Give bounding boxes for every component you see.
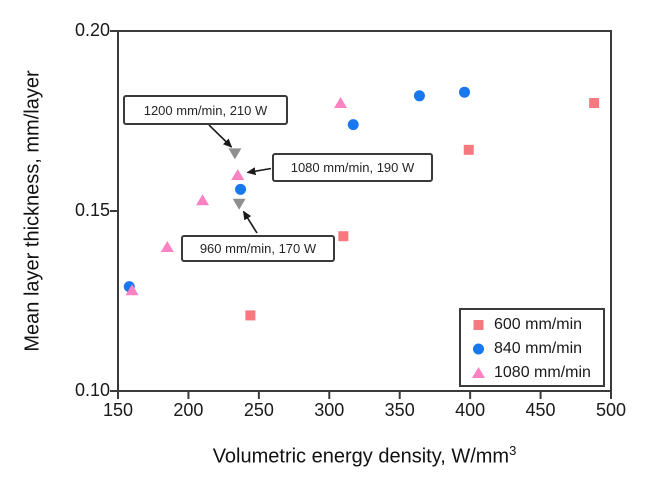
y-axis-title: Mean layer thickness, mm/layer [22, 70, 45, 351]
annotation-arrow [242, 210, 258, 234]
annotation-text-1080mm-190w: 1080 mm/min, 190 W [290, 160, 415, 175]
annotation-arrow [246, 167, 272, 176]
legend-label: 1080 mm/min [494, 364, 591, 381]
legend-item-1080mm: 1080 mm/min [470, 361, 603, 385]
x-tick-label: 300 [314, 400, 345, 420]
data-point-1080mm [231, 169, 245, 180]
legend: 600 mm/min 840 mm/min 1080 mm/min [459, 308, 605, 387]
y-tick-label: 0.20 [74, 20, 110, 40]
annotated-point-1200 [228, 148, 242, 160]
data-point-840mm [235, 183, 247, 195]
data-point-1080mm [125, 284, 139, 296]
annotation-arrow [208, 124, 233, 148]
triangle-up-legend-glyph [472, 367, 485, 378]
legend-label: 600 mm/min [494, 316, 583, 333]
data-point-600mm [338, 231, 349, 242]
data-point-1080mm [196, 194, 210, 206]
triangle-up-legend-icon [472, 367, 485, 378]
annotation-text-1200mm-210w: 1200 mm/min, 210 W [143, 102, 268, 118]
x-tick-label: 200 [173, 400, 204, 420]
data-point-600mm [463, 144, 474, 155]
y-tick-label: 0.15 [74, 200, 110, 220]
x-tick-label: 400 [455, 400, 486, 420]
annotation-box-1080mm-190w: 1080 mm/min, 190 W [272, 153, 433, 182]
legend-label: 840 mm/min [494, 340, 583, 357]
legend-item-600mm: 600 mm/min [470, 313, 603, 337]
data-point-1080mm [334, 97, 348, 108]
y-tick-label: 0.10 [74, 380, 110, 400]
annotated-point-9601 [232, 198, 246, 210]
x-tick-label: 450 [525, 400, 556, 420]
data-point-840mm [347, 119, 359, 131]
legend-item-840mm: 840 mm/min [470, 337, 603, 361]
data-point-840mm [459, 86, 471, 98]
annotation-box-1200mm-210w: 1200 mm/min, 210 W [123, 95, 288, 125]
circle-legend-icon [473, 343, 484, 355]
data-point-1080mm [160, 241, 174, 252]
data-point-600mm [589, 98, 600, 108]
data-point-600mm [245, 310, 256, 321]
circle-legend-glyph [473, 343, 484, 355]
x-tick-label: 250 [243, 400, 274, 420]
x-tick-label: 150 [102, 400, 134, 420]
square-legend-icon [473, 320, 484, 330]
x-axis-title-text: Volumetric energy density, W/mm [212, 445, 510, 468]
data-point-840mm [413, 90, 425, 102]
plot-border [117, 30, 612, 392]
x-tick-label: 500 [595, 400, 627, 420]
x-tick-label: 350 [384, 400, 415, 420]
annotation-box-960mm-170w: 960 mm/min, 170 W [181, 235, 335, 262]
annotation-text-960mm-170w: 960 mm/min, 170 W [199, 241, 317, 256]
square-legend-glyph [473, 320, 484, 330]
x-axis-title-superscript: 3 [509, 443, 517, 458]
x-axis-title: Volumetric energy density, W/mm3 [118, 443, 611, 469]
y-axis-title-text: Mean layer thickness, mm/layer [21, 70, 44, 352]
